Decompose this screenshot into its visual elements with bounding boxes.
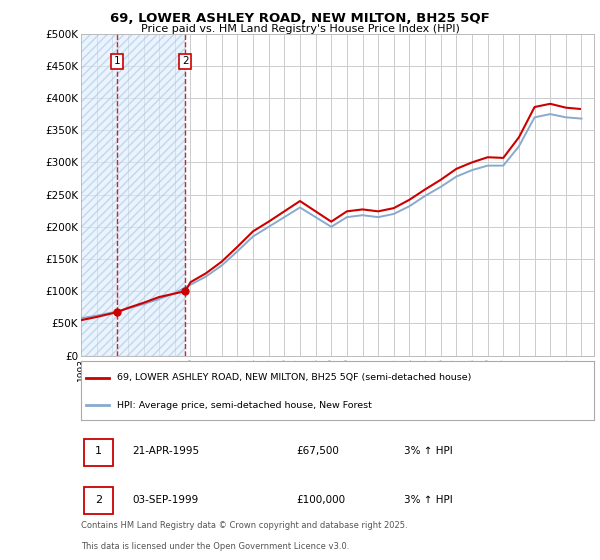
- Text: 3% ↑ HPI: 3% ↑ HPI: [404, 494, 453, 505]
- Text: 69, LOWER ASHLEY ROAD, NEW MILTON, BH25 5QF (semi-detached house): 69, LOWER ASHLEY ROAD, NEW MILTON, BH25 …: [117, 373, 471, 382]
- Text: 21-APR-1995: 21-APR-1995: [133, 446, 199, 456]
- Text: £100,000: £100,000: [296, 494, 346, 505]
- Text: 03-SEP-1999: 03-SEP-1999: [133, 494, 199, 505]
- Text: 2: 2: [95, 494, 102, 505]
- Text: This data is licensed under the Open Government Licence v3.0.: This data is licensed under the Open Gov…: [81, 542, 349, 551]
- Text: 2: 2: [182, 56, 188, 66]
- FancyBboxPatch shape: [83, 487, 113, 514]
- Text: Price paid vs. HM Land Registry's House Price Index (HPI): Price paid vs. HM Land Registry's House …: [140, 24, 460, 34]
- Text: £67,500: £67,500: [296, 446, 340, 456]
- Text: HPI: Average price, semi-detached house, New Forest: HPI: Average price, semi-detached house,…: [117, 401, 372, 410]
- Text: 1: 1: [95, 446, 102, 456]
- Text: 3% ↑ HPI: 3% ↑ HPI: [404, 446, 453, 456]
- Bar: [81, 34, 185, 356]
- Text: 69, LOWER ASHLEY ROAD, NEW MILTON, BH25 5QF: 69, LOWER ASHLEY ROAD, NEW MILTON, BH25 …: [110, 12, 490, 25]
- Text: 1: 1: [114, 56, 121, 66]
- FancyBboxPatch shape: [83, 438, 113, 466]
- Text: Contains HM Land Registry data © Crown copyright and database right 2025.: Contains HM Land Registry data © Crown c…: [81, 521, 407, 530]
